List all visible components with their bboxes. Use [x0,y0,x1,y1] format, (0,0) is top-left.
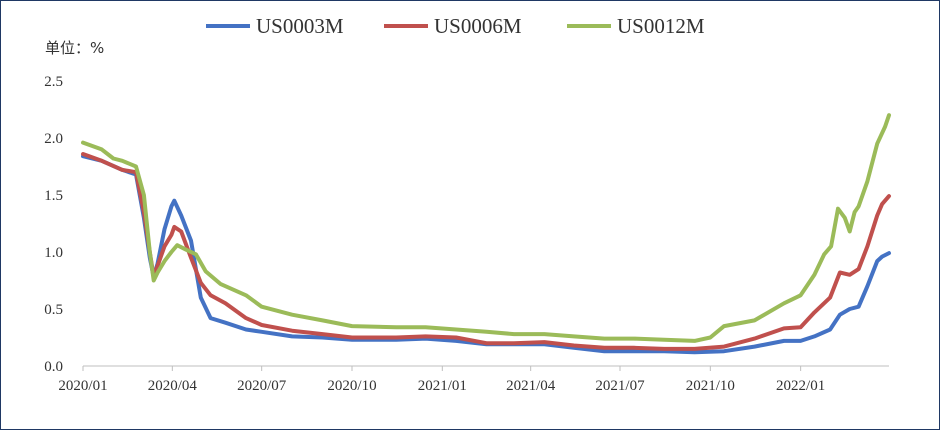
y-tick-label: 0.0 [44,359,63,375]
x-tick-label: 2020/10 [327,378,376,394]
x-tick-label: 2020/07 [237,378,287,394]
legend-label: US0012M [617,14,705,38]
x-tick-label: 2021/04 [506,378,556,394]
y-tick-label: 2.0 [44,131,63,147]
x-axis: 2020/01 2020/04 2020/07 2020/10 2021/01 2021/… [58,366,825,394]
series-line-us0003m [81,154,891,355]
x-tick-label: 2021/10 [686,378,735,394]
x-tick-label: 2021/07 [595,378,645,394]
y-tick-label: 1.5 [44,188,63,204]
x-tick-label: 2021/01 [418,378,467,394]
unit-label: 单位：% [45,39,104,57]
series-line-us0006m [81,152,891,351]
x-tick-label: 2020/01 [58,378,107,394]
legend: US0003M US0006M US0012M [206,14,705,38]
series-line-us0012m [81,113,891,343]
y-axis: 0.0 0.5 1.0 1.5 2.0 2.5 [44,74,63,375]
y-tick-label: 2.5 [44,74,63,90]
y-tick-label: 0.5 [44,302,63,318]
x-tick-label: 2022/01 [776,378,825,394]
legend-label: US0006M [434,14,522,38]
x-tick-label: 2020/04 [148,378,198,394]
legend-label: US0003M [256,14,344,38]
y-tick-label: 1.0 [44,245,63,261]
series-group [81,113,891,355]
